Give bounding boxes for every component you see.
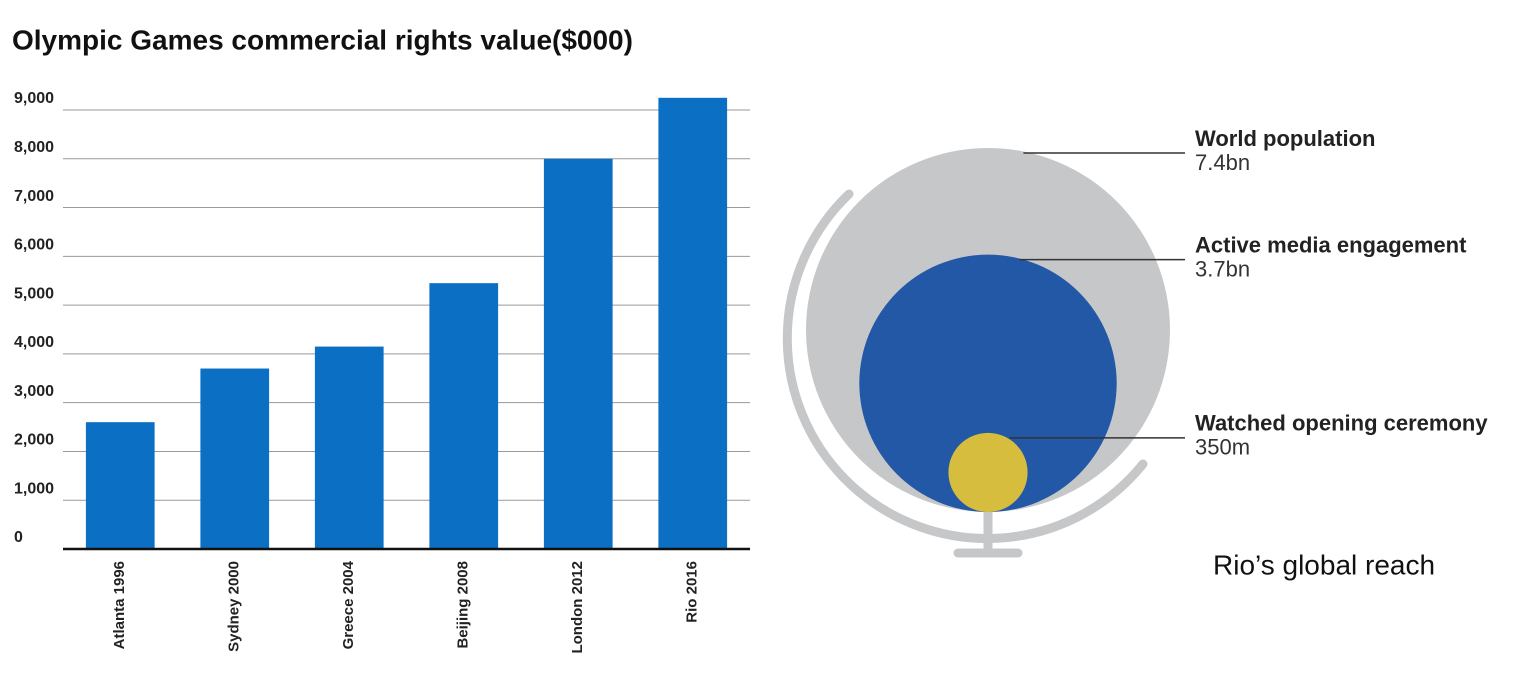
reach-value: 350m: [1195, 435, 1250, 460]
y-tick-label: 5,000: [14, 285, 54, 302]
x-tick-label: Sydney 2000: [226, 561, 243, 652]
y-tick-label: 6,000: [14, 237, 54, 254]
reach-circle: [948, 432, 1028, 512]
y-tick-label: 8,000: [14, 139, 54, 156]
x-tick-label: Greece 2004: [340, 560, 357, 649]
reach-value: 3.7bn: [1195, 256, 1250, 281]
bar: [200, 368, 270, 549]
globe-title: Rio’s global reach: [1213, 549, 1435, 580]
y-tick-label: 7,000: [14, 188, 54, 205]
reach-label: Active media engagement: [1195, 232, 1467, 257]
chart-title: Olympic Games commercial rights value($0…: [12, 24, 633, 55]
x-tick-label: London 2012: [569, 561, 586, 654]
bar: [314, 346, 384, 549]
globe-stand-arc: [782, 189, 1148, 543]
reach-circle: [859, 254, 1117, 512]
y-tick-label: 2,000: [14, 432, 54, 449]
y-tick-label: 3,000: [14, 383, 54, 400]
reach-label: Watched opening ceremony: [1195, 411, 1488, 436]
y-tick-label: 9,000: [14, 90, 54, 107]
y-tick-label: 4,000: [14, 334, 54, 351]
bar: [85, 422, 155, 549]
y-tick-label: 0: [14, 529, 23, 546]
reach-value: 7.4bn: [1195, 150, 1250, 175]
x-tick-label: Atlanta 1996: [111, 561, 128, 649]
bar: [543, 158, 613, 549]
x-tick-label: Rio 2016: [684, 561, 701, 623]
x-tick-label: Beijing 2008: [455, 561, 472, 649]
bar: [658, 97, 728, 550]
bar: [429, 283, 499, 549]
y-tick-label: 1,000: [14, 480, 54, 497]
reach-label: World population: [1195, 126, 1375, 151]
